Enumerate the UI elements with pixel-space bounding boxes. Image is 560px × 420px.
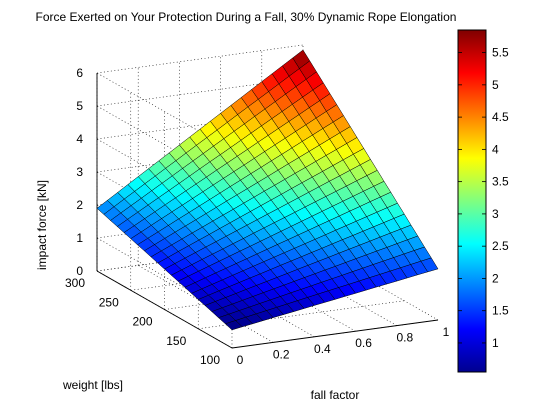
y-tick-label: 150 xyxy=(166,334,186,348)
y-tick-label: 200 xyxy=(132,315,152,329)
z-axis-label: impact force [kN] xyxy=(35,180,49,270)
x-tick-label: 0.4 xyxy=(314,342,331,356)
colorbar-tick-label: 4.5 xyxy=(492,110,509,124)
surface xyxy=(96,49,439,331)
y-tick-label: 250 xyxy=(99,295,119,309)
z-tick-label: 1 xyxy=(76,231,83,245)
surface-patch xyxy=(224,320,243,331)
colorbar-tick-label: 5 xyxy=(492,78,499,92)
colorbar-tick-label: 2.5 xyxy=(492,239,509,253)
x-tick-label: 1 xyxy=(443,325,450,339)
x-tick-label: 0.8 xyxy=(396,331,413,345)
colorbar-tick-label: 3.5 xyxy=(492,175,509,189)
grid-line xyxy=(96,44,304,74)
x-axis-line xyxy=(231,319,439,349)
colorbar-tick-label: 5.5 xyxy=(492,46,509,60)
y-tick-label: 300 xyxy=(65,276,85,290)
x-tick-label: 0.6 xyxy=(355,336,372,350)
chart-title: Force Exerted on Your Protection During … xyxy=(36,10,457,24)
y-axis-line xyxy=(96,270,233,349)
z-tick-label: 2 xyxy=(76,198,83,212)
grid-line xyxy=(96,72,233,151)
z-tick-label: 4 xyxy=(76,132,83,146)
z-tick-label: 0 xyxy=(76,264,83,278)
x-tick-label: 0 xyxy=(237,353,244,367)
colorbar-tick-label: 2 xyxy=(492,271,499,285)
x-axis-label: fall factor xyxy=(311,388,360,402)
colorbar-tick-label: 1 xyxy=(492,336,499,350)
x-tick-label: 0.2 xyxy=(273,347,290,361)
colorbar-tick-label: 3 xyxy=(492,207,499,221)
y-tick-label: 100 xyxy=(200,353,220,367)
z-tick-label: 6 xyxy=(76,66,83,80)
colorbar: 1 1.5 2 2.5 3 3.5 4 4.5 5 5.5 xyxy=(457,29,509,373)
colorbar-tick-label: 1.5 xyxy=(492,304,509,318)
z-tick-label: 3 xyxy=(76,165,83,179)
y-axis-label: weight [lbs] xyxy=(62,378,123,392)
grid-line xyxy=(96,237,233,316)
colorbar-tick-label: 4 xyxy=(492,142,499,156)
z-tick-label: 5 xyxy=(76,99,83,113)
